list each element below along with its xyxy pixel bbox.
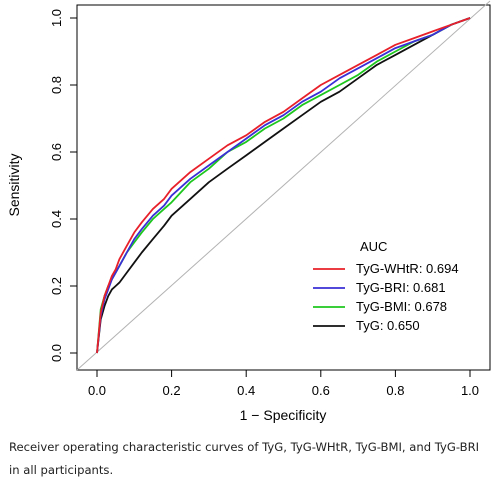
plot-area: 0.0 0.2 0.4 0.6 0.8 1.0 0.0 0.2 0.4 0.6 0.8 1.0 AUC T… <box>49 0 491 398</box>
x-tick-label: 1.0 <box>461 383 479 398</box>
x-tick-label: 0.6 <box>312 383 330 398</box>
legend-entry: TyG: 0.650 <box>356 318 420 333</box>
x-tick-label: 0.2 <box>163 383 181 398</box>
legend-entry: TyG-BRI: 0.681 <box>356 280 446 295</box>
y-tick-label: 1.0 <box>49 9 64 27</box>
y-tick-label: 0.8 <box>49 76 64 94</box>
legend-title: AUC <box>360 239 387 254</box>
x-axis-label: 1 − Specificity <box>240 407 327 423</box>
x-tick-label: 0.4 <box>237 383 255 398</box>
roc-curve-series-4 <box>96 17 471 354</box>
reference-diagonal <box>76 0 491 371</box>
legend-entry: TyG-WHtR: 0.694 <box>356 261 459 276</box>
plot-frame <box>76 4 491 371</box>
y-tick-label: 0.6 <box>49 143 64 161</box>
x-tick-label: 0.0 <box>88 383 106 398</box>
y-tick-label: 0.0 <box>49 344 64 362</box>
roc-curve-series-1 <box>96 17 471 354</box>
y-axis-label: Sensitivity <box>6 153 22 216</box>
roc-curve-series-2 <box>96 17 471 354</box>
figure-caption: Receiver operating characteristic curves… <box>9 440 480 477</box>
y-tick-label: 0.2 <box>49 277 64 295</box>
roc-chart: 0.0 0.2 0.4 0.6 0.8 1.0 0.0 0.2 0.4 0.6 0.8 1.0 AUC T… <box>6 0 491 423</box>
x-tick-label: 0.8 <box>386 383 404 398</box>
legend-entry: TyG-BMI: 0.678 <box>356 299 447 314</box>
y-tick-label: 0.4 <box>49 210 64 228</box>
